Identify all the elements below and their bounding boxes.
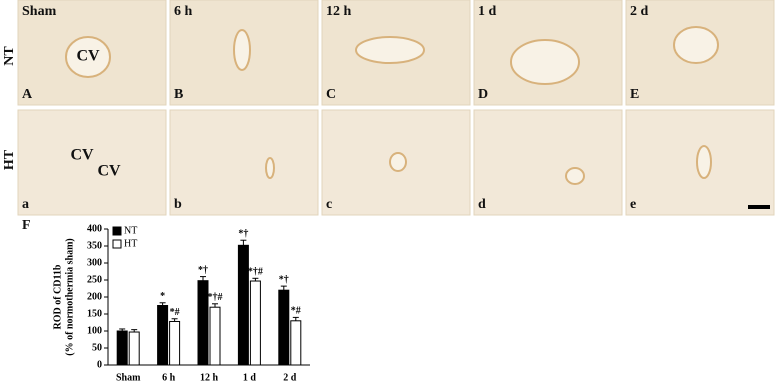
y-tick-label: 100: [87, 325, 102, 336]
x-tick-label: Sham: [116, 372, 141, 383]
column-label: 2 d: [630, 4, 649, 19]
micrograph: [473, 109, 623, 216]
y-tick-label: 300: [87, 257, 102, 268]
bar: [157, 305, 169, 366]
y-tick-label: 350: [87, 240, 102, 251]
vessel: [565, 167, 585, 185]
y-tick-label: 0: [97, 359, 102, 370]
bar: [237, 244, 249, 366]
legend-label: NT: [124, 225, 137, 236]
panel-letter: e: [630, 197, 636, 212]
x-tick-label: 2 d: [283, 372, 297, 383]
vessel: [696, 145, 712, 179]
y-tick-label: 200: [87, 291, 102, 302]
bar: [290, 320, 302, 366]
vessel: [265, 157, 275, 179]
panel-letter: B: [174, 87, 183, 102]
column-label: 12 h: [326, 4, 352, 19]
significance-label: *†#: [208, 292, 223, 303]
significance-label: *†#: [248, 267, 263, 278]
vessel: [510, 39, 580, 85]
bar: [116, 330, 128, 366]
vessel-label: CV: [97, 163, 121, 180]
bar: [197, 280, 209, 366]
panel-label: F: [22, 218, 31, 233]
legend-label: HT: [124, 238, 137, 249]
scale-bar: [748, 205, 770, 209]
bar: [169, 320, 181, 366]
row-label: NT: [2, 46, 17, 66]
y-tick-label: 50: [92, 342, 102, 353]
panel-letter: a: [22, 197, 29, 212]
column-label: 1 d: [478, 4, 497, 19]
vessel: [233, 29, 251, 71]
significance-label: *#: [170, 307, 180, 318]
vessel: [65, 36, 111, 78]
y-axis-label: (% of normothermia sham): [64, 238, 75, 355]
row-label: HT: [2, 149, 17, 170]
significance-label: *†: [279, 274, 289, 285]
micrograph: [169, 109, 319, 216]
vessel: [355, 36, 425, 64]
vessel-label: CV: [76, 48, 100, 65]
panel-letter: E: [630, 87, 639, 102]
panel-letter: A: [22, 87, 33, 102]
significance-label: *: [160, 291, 165, 302]
significance-label: *†: [238, 229, 248, 240]
y-tick-label: 250: [87, 274, 102, 285]
panel-letter: d: [478, 197, 486, 212]
y-tick-label: 150: [87, 308, 102, 319]
x-tick-label: 6 h: [162, 372, 176, 383]
column-label: 6 h: [174, 4, 193, 19]
panel-letter: D: [478, 87, 488, 102]
y-tick-label: 400: [87, 223, 102, 234]
x-tick-label: 1 d: [243, 372, 257, 383]
column-label: Sham: [22, 4, 57, 19]
y-axis-label: ROD of CD11b: [52, 264, 63, 329]
legend-swatch: [112, 226, 122, 236]
x-tick-label: 12 h: [200, 372, 219, 383]
significance-label: *†: [198, 265, 208, 276]
vessel: [389, 152, 407, 172]
bar: [209, 306, 221, 366]
bar: [249, 280, 261, 366]
panel-letter: c: [326, 197, 332, 212]
panel-letter: b: [174, 197, 182, 212]
vessel-label: CV: [70, 147, 94, 164]
micrograph: [17, 109, 167, 216]
panel-letter: C: [326, 87, 336, 102]
legend-swatch: [112, 239, 122, 249]
bar: [128, 331, 140, 366]
vessel: [673, 26, 719, 64]
bar: [278, 289, 290, 366]
significance-label: *#: [291, 306, 301, 317]
